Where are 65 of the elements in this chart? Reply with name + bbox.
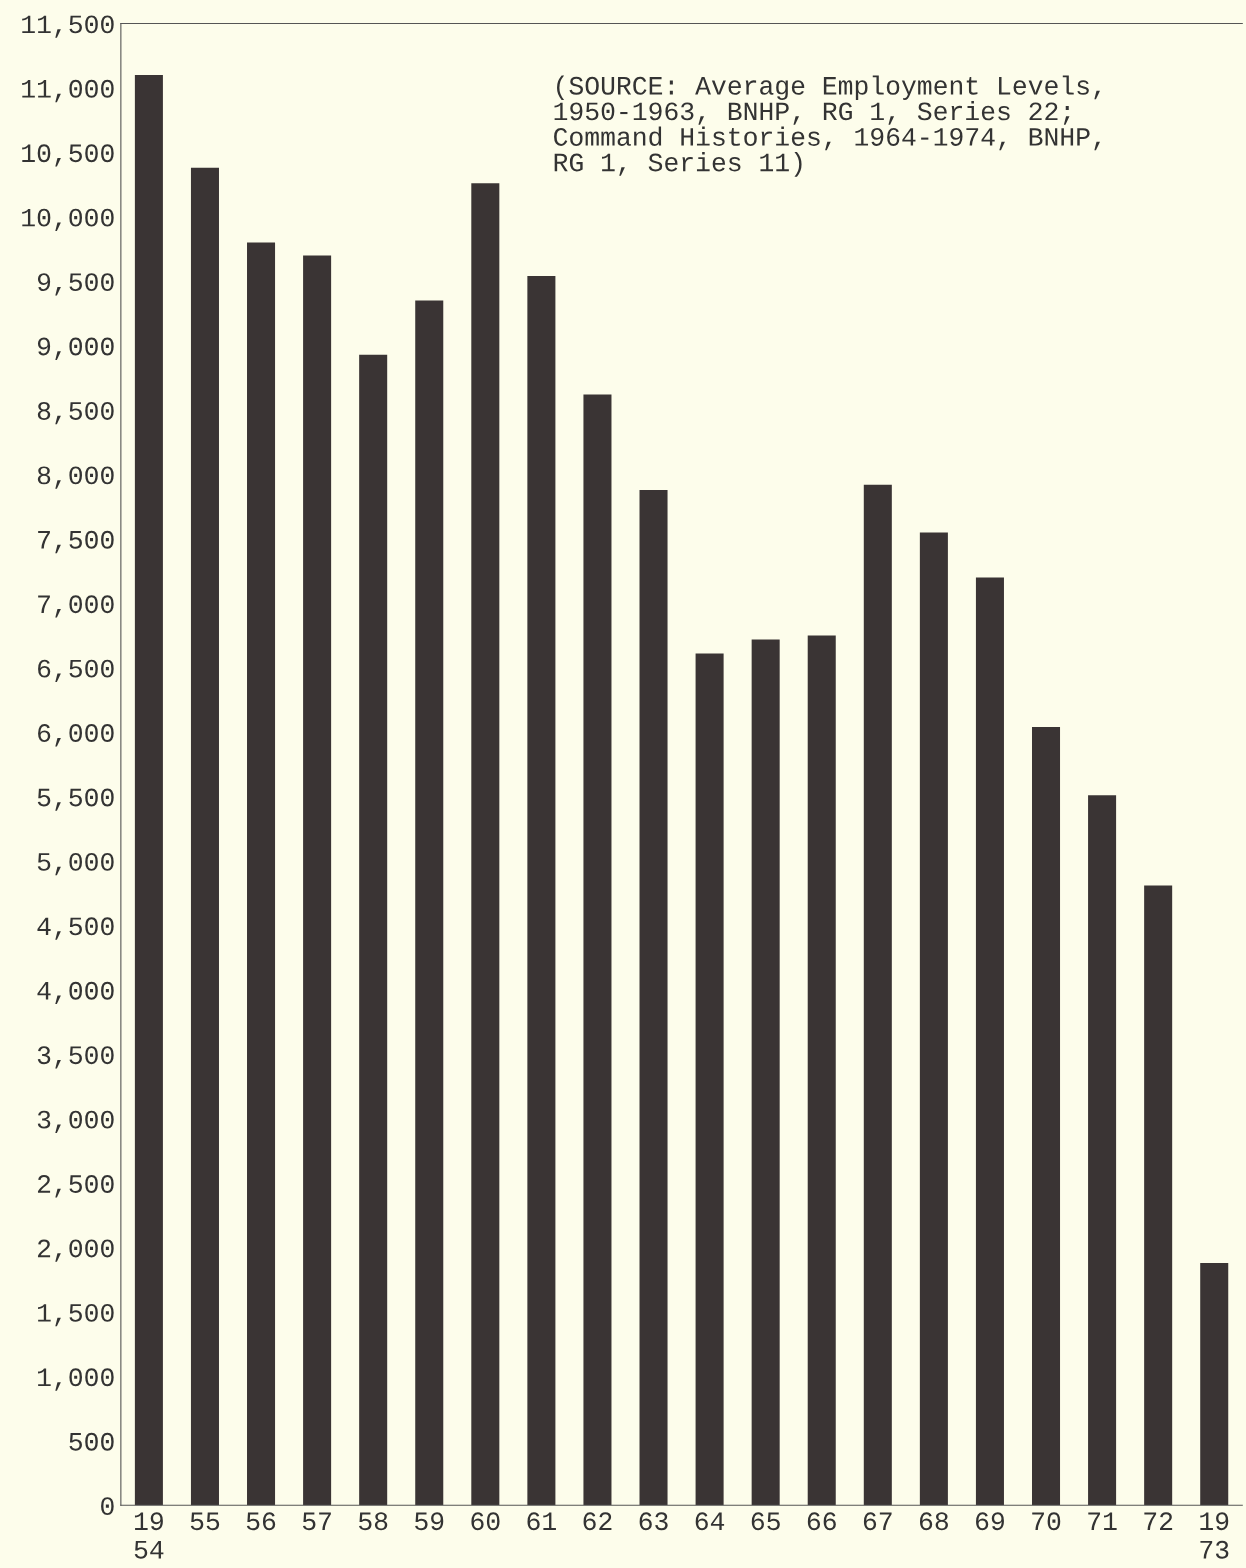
y-tick-label: 9,000 [37, 337, 114, 360]
y-tick-label: 3,000 [37, 1110, 114, 1133]
x-tick-label: 66 [807, 1512, 836, 1531]
x-tick-label: 57 [302, 1512, 331, 1531]
bar [1200, 1263, 1229, 1506]
y-tick-label: 7,500 [38, 530, 114, 554]
bar [1032, 727, 1061, 1506]
y-tick-label: 10,000 [22, 208, 114, 232]
x-tick-label: 56 [246, 1512, 276, 1531]
y-tick-label: 8,000 [37, 466, 114, 489]
x-tick-label: 67 [863, 1512, 892, 1531]
x-tick-label: 71 [1088, 1512, 1117, 1530]
x-tick-label: 68 [919, 1512, 948, 1531]
y-tick-label: 6,000 [38, 724, 114, 747]
bar [303, 255, 332, 1506]
bar [583, 394, 612, 1506]
x-tick-label: 19 54 [134, 1512, 164, 1559]
x-tick-label: 61 [527, 1512, 556, 1531]
bar [919, 532, 948, 1506]
y-tick-label: 10,500 [22, 144, 114, 167]
bar [359, 354, 388, 1506]
x-tick-label: 70 [1032, 1512, 1061, 1531]
x-tick-label: 64 [695, 1512, 725, 1531]
x-tick-label: 65 [751, 1512, 780, 1531]
x-tick-label: 60 [471, 1512, 500, 1531]
x-tick-label: 58 [358, 1512, 388, 1531]
y-tick-label: 11,000 [22, 79, 114, 103]
bar [639, 489, 668, 1506]
x-tick-label: 59 [415, 1512, 444, 1531]
y-tick-label: 5,000 [37, 852, 114, 876]
y-tick-label: 3,500 [37, 1046, 114, 1069]
y-tick-label: 4,500 [37, 917, 114, 940]
bar [695, 653, 724, 1506]
y-tick-label: 6,500 [38, 659, 114, 682]
x-tick-label: 19 73 [1200, 1512, 1229, 1559]
bar [134, 75, 163, 1506]
y-tick-label: 5,500 [37, 788, 114, 811]
bar [527, 276, 556, 1506]
annotation: (SOURCE: Average Employment Levels, 1950-1963, BNHP, RG 1, Series 22; Command Histories, 1964-1974, BNHP, RG 1, Series 11) [554, 75, 1100, 177]
y-tick-label: 4,000 [37, 981, 114, 1005]
bar [807, 635, 836, 1506]
y-tick-label: 500 [69, 1432, 114, 1451]
y-tick-label: 8,500 [37, 401, 114, 425]
bar [415, 300, 444, 1506]
bar [247, 242, 276, 1506]
x-tick-label: 72 [1144, 1512, 1173, 1530]
x-tick-label: 69 [976, 1512, 1004, 1531]
bar [471, 183, 500, 1506]
y-tick-label: 1,000 [38, 1368, 114, 1391]
y-tick-label: 9,500 [37, 273, 114, 296]
x-tick-label: 63 [639, 1512, 668, 1531]
y-tick-label: 1,500 [38, 1303, 114, 1327]
bar [975, 577, 1004, 1506]
x-tick-label: 55 [190, 1512, 220, 1531]
bar [751, 639, 780, 1506]
bar [190, 167, 219, 1506]
bar [863, 484, 892, 1506]
y-tick-label: 11,500 [22, 15, 114, 38]
bar [1088, 795, 1117, 1506]
y-tick-label: 0 [101, 1497, 114, 1516]
x-tick-label: 62 [583, 1512, 612, 1531]
bar [1144, 885, 1173, 1506]
y-tick-label: 2,500 [37, 1175, 114, 1198]
y-tick-label: 2,000 [37, 1239, 114, 1262]
y-tick-label: 7,000 [38, 595, 114, 618]
